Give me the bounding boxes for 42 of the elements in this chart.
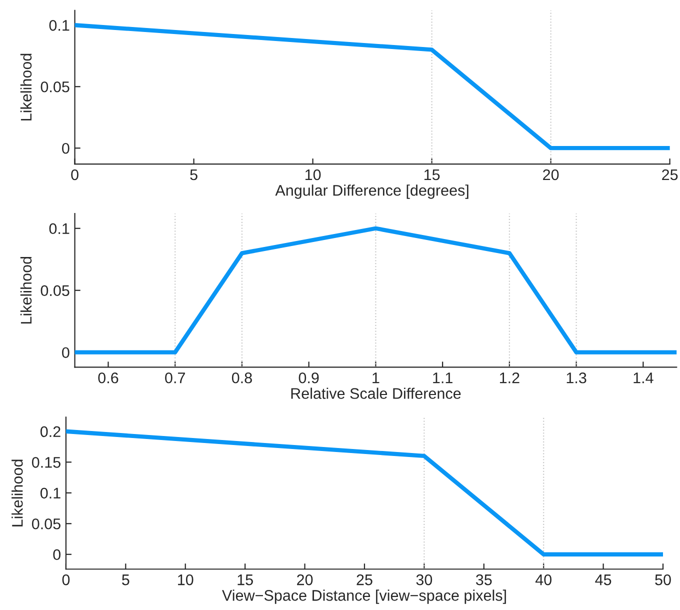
x-tick-label: 0 [71,169,78,180]
y-tick-label: 0.05 [40,81,70,92]
y-tick-label: 0.1 [49,20,70,31]
x-tick-label: 35 [476,574,492,586]
x-tick-label: 20 [297,574,313,586]
y-tick-label: 0.05 [32,518,60,530]
x-axis-title: Angular Difference [degrees] [275,184,468,199]
y-axis-title: Likelihood [12,460,23,526]
y-axis-title: Likelihood [20,54,32,120]
y-axis-title: Likelihood [20,256,32,324]
x-axis-title: Relative Scale Difference [291,388,461,399]
x-tick-label: 0.6 [98,372,118,384]
x-tick-label: 0.9 [298,372,319,384]
x-tick-label: 25 [356,574,372,586]
x-tick-label: 1.4 [634,372,654,384]
x-tick-label: 1.2 [500,372,520,384]
x-tick-label: 15 [424,170,440,180]
y-tick-label: 0 [62,142,70,154]
y-tick-label: 0.1 [49,223,70,234]
x-tick-label: 1.1 [433,372,452,384]
y-tick-label: 0 [62,347,70,358]
x-tick-label: 0.8 [232,372,252,384]
y-tick-label: 0 [53,549,60,560]
y-tick-label: 0.15 [32,457,60,468]
x-tick-label: 0.7 [165,372,185,384]
x-tick-label: 1.3 [566,372,586,384]
y-tick-label: 0.2 [40,426,60,438]
y-tick-label: 0.05 [40,285,70,296]
x-axis-title: View−Space Distance [view−space pixels] [222,590,506,604]
x-tick-label: 5 [190,170,198,180]
x-tick-label: 1 [372,372,380,384]
x-tick-label: 5 [122,574,130,586]
x-tick-label: 25 [662,169,678,180]
x-tick-label: 10 [178,574,194,586]
x-tick-label: 15 [238,574,253,586]
x-tick-label: 10 [305,169,321,180]
x-tick-label: 45 [595,574,612,586]
x-tick-label: 20 [543,169,559,180]
x-tick-label: 50 [655,574,671,586]
x-tick-label: 40 [535,574,552,586]
y-tick-label: 0.1 [40,488,60,499]
x-tick-label: 30 [416,574,432,586]
